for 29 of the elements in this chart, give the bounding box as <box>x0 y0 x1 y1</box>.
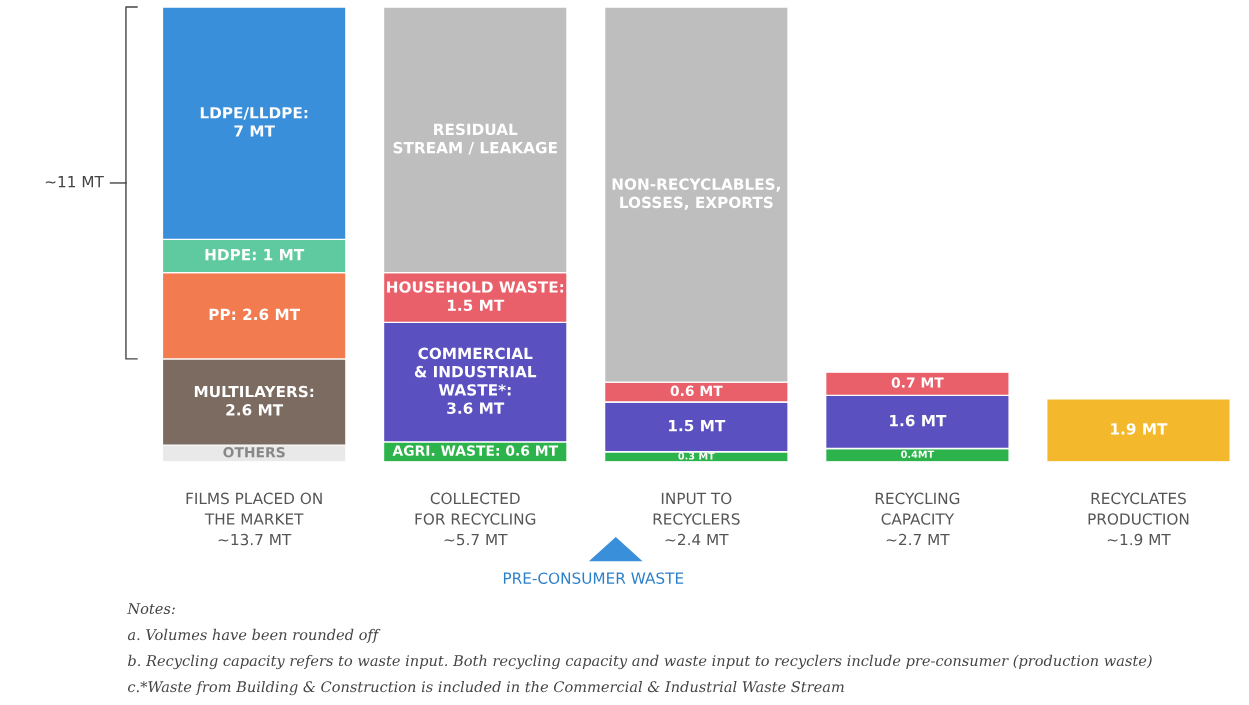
x-tick-label: RECYCLING CAPACITY ~2.7 MT <box>875 492 960 546</box>
data-label: MULTILAYERS: 2.6 MT <box>194 385 314 416</box>
data-label: RESIDUAL STREAM / LEAKAGE <box>393 123 557 155</box>
data-label: NON-RECYCLABLES, LOSSES, EXPORTS <box>612 178 780 211</box>
data-label: OTHERS <box>223 447 285 458</box>
data-label: 1.9 MT <box>1111 423 1168 435</box>
data-label: 0.7 MT <box>891 377 944 388</box>
x-tick-label: FILMS PLACED ON THE MARKET ~13.7 MT <box>186 492 322 546</box>
data-label: 1.5 MT <box>669 420 726 432</box>
data-label: 0.6 MT <box>670 385 723 397</box>
text: PRE-CONSUMER WASTE <box>503 572 684 584</box>
text: a. Volumes have been rounded off <box>127 628 381 643</box>
data-label: HOUSEHOLD WASTE: 1.5 MT <box>387 281 564 312</box>
bar <box>1046 398 1231 462</box>
data-label: PP: 2.6 MT <box>209 308 300 321</box>
data-label: 0.4MT <box>901 450 935 458</box>
text: Notes: <box>127 603 175 615</box>
data-label: 1.6 MT <box>890 414 947 427</box>
text: c.*Waste from Building & Construction is included in the Commercial & Industrial Waste Stream <box>128 680 844 696</box>
data-label: LDPE/LLDPE: 7 MT <box>200 107 308 137</box>
data-label: HDPE: 1 MT <box>205 249 305 261</box>
x-tick-label: COLLECTED FOR RECYCLING ~5.7 MT <box>415 492 536 546</box>
x-tick-label: INPUT TO RECYCLERS ~2.4 MT <box>653 492 740 546</box>
data-label: COMMERCIAL & INDUSTRIAL WASTE*: 3.6 MT <box>414 347 537 414</box>
x-tick-label: RECYCLATES PRODUCTION ~1.9 MT <box>1088 492 1189 546</box>
data-label: 0.3 MT <box>678 452 715 460</box>
data-label: AGRI. WASTE: 0.6 MT <box>392 445 558 456</box>
text: ~11 MT <box>45 176 104 188</box>
text: b. Recycling capacity refers to waste input. Both recycling capacity and waste input to recyclers include pre-consumer (production waste) <box>128 654 1152 670</box>
